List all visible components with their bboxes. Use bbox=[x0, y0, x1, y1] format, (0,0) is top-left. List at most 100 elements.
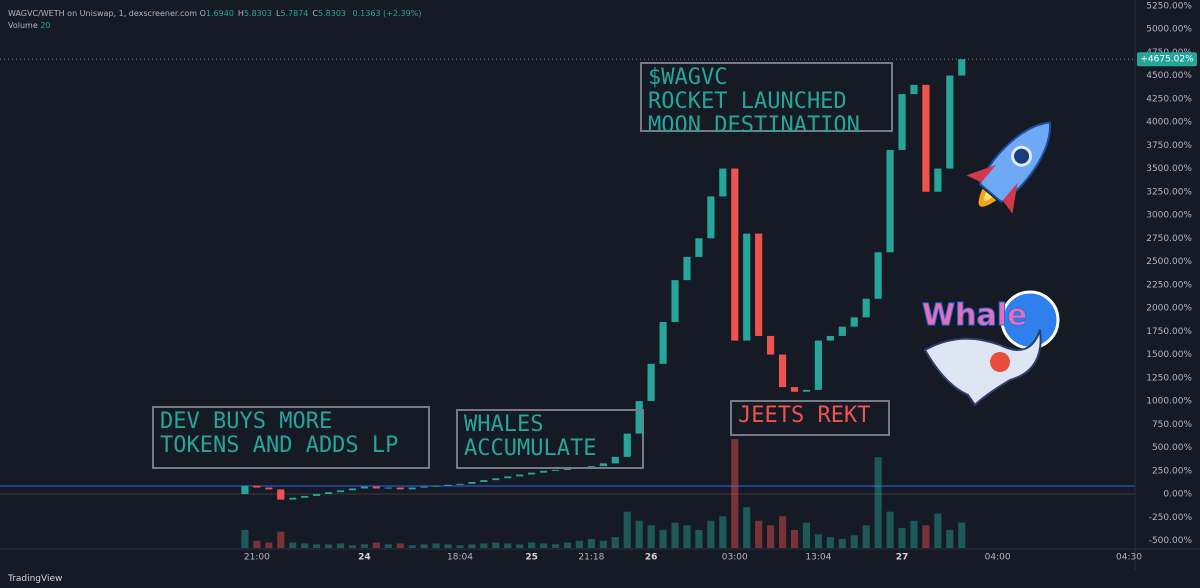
candle bbox=[946, 75, 954, 169]
plot: -500.00% -250.00% 0.00% 250.00% 500.00% 750.0… bbox=[0, 0, 1200, 570]
candle bbox=[360, 486, 368, 489]
candle bbox=[540, 470, 548, 473]
volume-bar bbox=[456, 545, 464, 548]
candle bbox=[838, 326, 846, 336]
volume-bar bbox=[420, 544, 428, 548]
annotation: WHALES ACCUMULATE bbox=[456, 409, 644, 469]
candle bbox=[778, 354, 787, 388]
y-tick-label: 2750.00% bbox=[1146, 234, 1192, 244]
x-tick-label: 21:00 bbox=[244, 553, 270, 563]
candle bbox=[528, 472, 536, 475]
volume-bar bbox=[551, 544, 560, 548]
volume-bar bbox=[755, 520, 763, 548]
annotation-line: TOKENS AND ADDS LP bbox=[160, 433, 399, 458]
y-tick-label: 3250.00% bbox=[1146, 187, 1192, 197]
annotation: $WAGVC ROCKET LAUNCHED MOON DESTINATION bbox=[640, 62, 893, 138]
symbol: WAGVC/WETH on Uniswap, 1, dexscreener.co… bbox=[8, 9, 198, 18]
volume-bar bbox=[265, 542, 273, 548]
candle bbox=[504, 476, 512, 479]
brand: TradingView bbox=[8, 574, 63, 584]
rocket-sticker bbox=[966, 121, 1051, 214]
volume-bar bbox=[898, 528, 906, 548]
volume-bar bbox=[336, 543, 345, 548]
y-tick-label: 4500.00% bbox=[1146, 71, 1192, 81]
candle bbox=[647, 363, 655, 402]
candle bbox=[862, 298, 870, 318]
candle bbox=[516, 474, 524, 477]
ohlc-key: C bbox=[312, 9, 318, 18]
volume-bar bbox=[790, 529, 799, 548]
last-price-label: +4675.02% bbox=[1140, 55, 1194, 65]
volume-bar bbox=[396, 543, 404, 548]
sticker-text: Whale bbox=[921, 298, 1028, 334]
candle bbox=[623, 433, 631, 457]
y-tick-label: 500.00% bbox=[1152, 443, 1192, 453]
volume-bar bbox=[623, 511, 631, 548]
volume-bar bbox=[384, 544, 392, 548]
volume-bar bbox=[946, 529, 954, 548]
volume-bar bbox=[683, 525, 691, 548]
volume-bar bbox=[635, 520, 643, 548]
volume-bar bbox=[671, 522, 679, 548]
ohlc-value: 5.7874 bbox=[280, 9, 309, 18]
x-tick-label: 27 bbox=[896, 553, 909, 563]
volume-bar bbox=[862, 525, 870, 548]
volume-bar bbox=[313, 544, 321, 548]
annotation-line: ACCUMULATE bbox=[464, 436, 597, 461]
x-tick-label: 24 bbox=[358, 553, 371, 563]
candle bbox=[336, 490, 345, 493]
candle bbox=[301, 495, 309, 498]
y-tick-label: 4000.00% bbox=[1146, 118, 1192, 128]
x-tick-label: 21:18 bbox=[578, 553, 604, 563]
volume-bar bbox=[958, 522, 966, 548]
y-tick-label: 2000.00% bbox=[1146, 304, 1192, 314]
volume-setting: 20 bbox=[40, 21, 51, 30]
candle bbox=[289, 497, 297, 500]
volume-bar bbox=[277, 531, 285, 548]
candle bbox=[468, 481, 476, 484]
candle bbox=[707, 196, 715, 239]
x-tick-label: 04:00 bbox=[985, 553, 1011, 563]
volume-bar bbox=[743, 507, 751, 548]
volume-bar bbox=[778, 516, 787, 548]
volume-bar bbox=[432, 543, 440, 548]
x-tick-label: 26 bbox=[645, 553, 658, 563]
candle bbox=[551, 469, 560, 471]
candle bbox=[456, 483, 464, 485]
candle bbox=[599, 463, 607, 467]
candle bbox=[611, 456, 619, 464]
volume-bar bbox=[802, 522, 811, 548]
x-tick-label: 13:04 bbox=[805, 553, 831, 563]
volume-bar bbox=[838, 538, 846, 548]
volume-bar bbox=[253, 540, 261, 548]
volume-bar bbox=[850, 535, 858, 548]
x-tick-label: 03:00 bbox=[722, 553, 748, 563]
candle bbox=[850, 317, 858, 327]
volume-bar bbox=[372, 542, 380, 548]
volume-bar bbox=[767, 525, 775, 548]
ohlc-key: H bbox=[237, 9, 244, 18]
annotation-line: JEETS REKT bbox=[738, 403, 871, 428]
volume-bar bbox=[480, 543, 488, 548]
y-tick-label: 3500.00% bbox=[1146, 164, 1192, 174]
volume-bar bbox=[886, 511, 894, 548]
volume-bar bbox=[707, 520, 715, 548]
chart-header: WAGVC/WETH on Uniswap, 1, dexscreener.co… bbox=[8, 8, 421, 32]
volume-bar bbox=[492, 542, 500, 548]
y-tick-label: 1750.00% bbox=[1146, 327, 1192, 337]
y-tick-label: 5000.00% bbox=[1146, 25, 1192, 35]
y-tick-label: -250.00% bbox=[1149, 513, 1193, 523]
annotation: DEV BUYS MORE TOKENS AND ADDS LP bbox=[152, 406, 430, 469]
candle bbox=[241, 485, 249, 495]
candle bbox=[480, 480, 488, 482]
candle bbox=[922, 84, 930, 192]
change: 0.1363 (+2.39%) bbox=[352, 9, 422, 18]
candle bbox=[277, 489, 285, 500]
volume-bar bbox=[874, 457, 882, 548]
y-tick-label: 5250.00% bbox=[1146, 1, 1192, 11]
candle bbox=[313, 494, 321, 496]
volume-bar bbox=[719, 516, 727, 548]
candle bbox=[695, 238, 703, 257]
annotation-line: MOON DESTINATION bbox=[648, 113, 860, 138]
